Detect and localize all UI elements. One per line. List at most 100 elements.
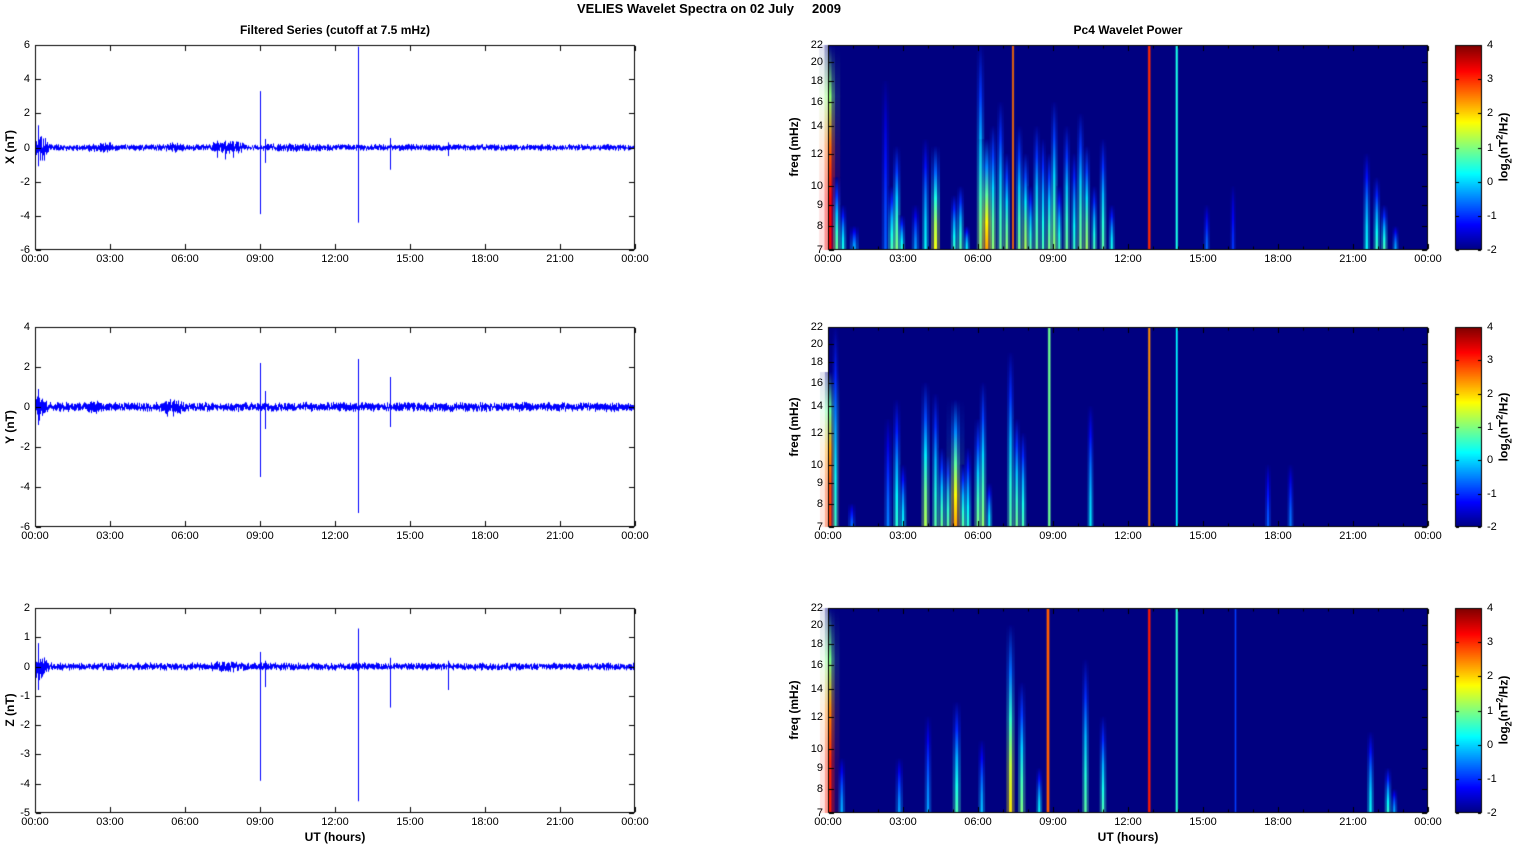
y-tick-label: -3 (20, 748, 30, 761)
x-tick-label: 12:00 (321, 530, 349, 542)
x-tick-label: 09:00 (1039, 530, 1067, 542)
x-tick-label: 18:00 (471, 253, 499, 265)
freq-tick-label: 10 (810, 458, 823, 471)
x-tick-label: 00:00 (621, 253, 649, 265)
freq-tick-label: 20 (810, 337, 823, 350)
freq-tick-label: 14 (810, 399, 823, 412)
colorbar-tick-label: 4 (1487, 602, 1494, 614)
x-tick-label: 00:00 (21, 530, 49, 542)
freq-tick-label: 22 (810, 321, 823, 333)
y-tick-label: 2 (23, 107, 30, 120)
y-tick-label: 6 (23, 39, 30, 51)
y-tick-label: 0 (23, 401, 30, 413)
freq-tick-label: 22 (810, 602, 823, 614)
x-tick-label: 06:00 (171, 530, 199, 542)
x-tick-label: 06:00 (171, 816, 199, 828)
x-tick-label: 18:00 (1264, 530, 1292, 542)
colorbar-unit-label-row1: log2(nT2/Hz) (1494, 112, 1514, 182)
x-tick-label: 03:00 (889, 530, 917, 542)
x-tick-label: 18:00 (1264, 816, 1292, 828)
x-tick-label: 00:00 (621, 816, 649, 828)
freq-tick-label: 8 (816, 783, 823, 796)
colorbar-tick-label: 1 (1487, 705, 1494, 717)
x-tick-label: 21:00 (1339, 253, 1367, 265)
freq-tick-label: 12 (810, 147, 823, 160)
y-tick-label: -6 (20, 244, 30, 256)
x-tick-label: 09:00 (1039, 253, 1067, 265)
colorbar-tick-label: 2 (1487, 107, 1494, 119)
x-tick-label: 21:00 (1339, 816, 1367, 828)
freq-tick-label: 9 (816, 199, 823, 211)
x-tick-label: 00:00 (814, 530, 842, 542)
colorbar-tick-label: 3 (1487, 636, 1494, 648)
colorbar-tick-label: -1 (1487, 210, 1497, 222)
colorbar-tick-label: -1 (1487, 488, 1497, 500)
x-tick-label: 00:00 (1414, 816, 1442, 828)
colorbar-tick-label: 4 (1487, 39, 1494, 51)
x-tick-label: 21:00 (546, 253, 574, 265)
colorbar-unit-label-row3: log2(nT2/Hz) (1494, 675, 1514, 745)
colorbar-row2 (1455, 327, 1482, 527)
freq-tick-label: 20 (810, 56, 823, 69)
freq-tick-label: 16 (810, 96, 823, 108)
right-column-title: Pc4 Wavelet Power (1073, 23, 1183, 37)
x-tick-label: 09:00 (1039, 816, 1067, 828)
colorbar-row3 (1455, 608, 1482, 813)
x-tick-label: 18:00 (1264, 253, 1292, 265)
x-tick-label: 06:00 (964, 530, 992, 542)
x-tick-label: 09:00 (246, 816, 274, 828)
x-tick-label: 00:00 (814, 253, 842, 265)
freq-tick-label: 14 (810, 119, 823, 132)
x-tick-label: 06:00 (964, 253, 992, 265)
x-tick-label: 12:00 (1114, 530, 1142, 542)
freq-tick-label: 7 (816, 807, 823, 819)
x-tick-label: 15:00 (396, 816, 424, 828)
freq-tick-label: 8 (816, 497, 823, 510)
freq-tick-label: 12 (810, 710, 823, 723)
x-tick-label: 15:00 (1189, 253, 1217, 265)
x-tick-label: 18:00 (471, 530, 499, 542)
colorbar-tick-label: 2 (1487, 670, 1494, 682)
x-wavelet-panel (828, 45, 1428, 250)
y-tick-label: -2 (20, 441, 30, 453)
x-tick-label: 15:00 (396, 530, 424, 542)
x-tick-label: 03:00 (96, 816, 124, 828)
x-tick-label: 12:00 (321, 816, 349, 828)
y-series-panel (35, 327, 635, 527)
y-tick-label: 4 (23, 73, 30, 86)
x-tick-label: 00:00 (21, 816, 49, 828)
colorbar-tick-label: -2 (1487, 807, 1497, 819)
y-tick-label: -5 (20, 807, 30, 819)
y-tick-label: -6 (20, 521, 30, 533)
x-tick-label: 09:00 (246, 253, 274, 265)
x-series-panel (35, 45, 635, 250)
colorbar-tick-label: 0 (1487, 454, 1494, 466)
x-tick-label: 06:00 (171, 253, 199, 265)
y-axis-label-nT: Y (nT) (3, 410, 17, 444)
colorbar-tick-label: -2 (1487, 244, 1497, 256)
x-tick-label: 03:00 (889, 816, 917, 828)
freq-tick-label: 18 (810, 356, 823, 369)
freq-tick-label: 10 (810, 743, 823, 756)
x-tick-label: 21:00 (546, 530, 574, 542)
x-tick-label: 15:00 (1189, 816, 1217, 828)
colorbar-tick-label: 4 (1487, 321, 1494, 333)
z-wavelet-panel (828, 608, 1428, 813)
x-tick-label: 21:00 (1339, 530, 1367, 542)
ut-hours-label-right: UT (hours) (1097, 830, 1159, 844)
x-tick-label: 00:00 (1414, 253, 1442, 265)
y-tick-label: 0 (23, 660, 30, 673)
freq-tick-label: 22 (810, 39, 823, 51)
y-tick-label: -1 (20, 689, 30, 702)
x-tick-label: 03:00 (96, 530, 124, 542)
x-tick-label: 12:00 (321, 253, 349, 265)
x-tick-label: 12:00 (1114, 816, 1142, 828)
colorbar-tick-label: 3 (1487, 354, 1494, 366)
freq-tick-label: 16 (810, 659, 823, 671)
y-wavelet-panel (828, 327, 1428, 527)
freq-tick-label: 9 (816, 477, 823, 490)
y-tick-label: -4 (20, 481, 30, 493)
colorbar-row1 (1455, 45, 1482, 250)
freq-tick-label: 12 (810, 426, 823, 439)
freq-tick-label: 18 (810, 74, 823, 87)
